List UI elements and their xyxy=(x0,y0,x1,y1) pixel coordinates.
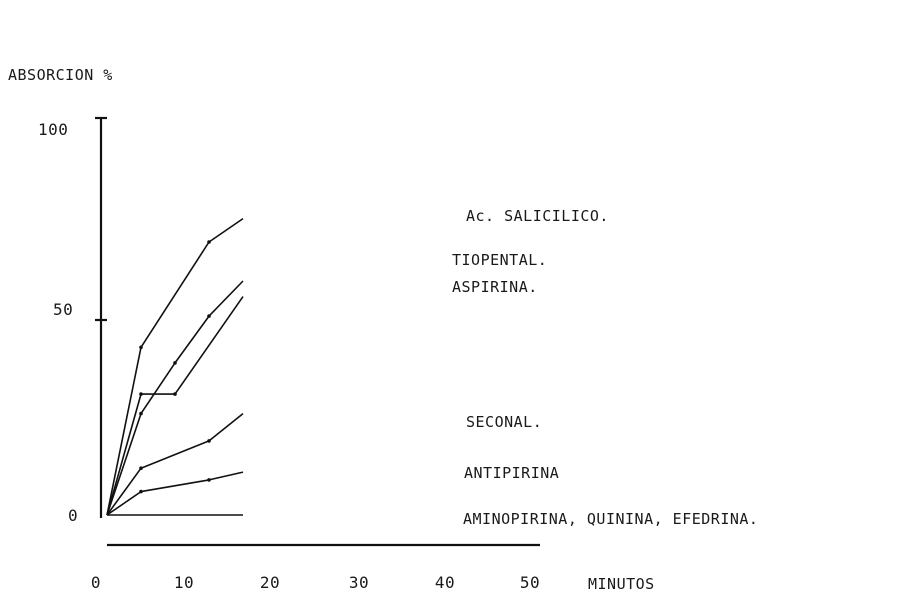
x-tick-label: 20 xyxy=(260,573,280,592)
series-label-3: ASPIRINA. xyxy=(452,278,538,296)
series-line-5 xyxy=(106,471,244,516)
series-line-1 xyxy=(106,217,244,516)
y-tick-label: 50 xyxy=(53,300,73,319)
x-tick-label: 10 xyxy=(174,573,194,592)
series-line-3 xyxy=(106,296,244,516)
series-labels: Ac. SALICILICO. TIOPENTAL. ASPIRINA. SECONA… xyxy=(452,207,758,528)
data-point xyxy=(139,466,143,471)
data-point xyxy=(139,489,143,494)
data-point xyxy=(139,411,143,416)
series-label-4: SECONAL. xyxy=(466,413,542,431)
series-label-6: AMINOPIRINA, QUININA, EFEDRINA. xyxy=(463,510,758,528)
x-tick-label: 40 xyxy=(435,573,455,592)
y-tick-label: 100 xyxy=(38,120,68,139)
series-label-1: Ac. SALICILICO. xyxy=(466,207,609,225)
data-point xyxy=(139,345,143,350)
series-line-4 xyxy=(106,412,244,516)
x-tick-label: 0 xyxy=(91,573,101,592)
series-label-2: TIOPENTAL. xyxy=(452,251,547,269)
x-tick-label: 50 xyxy=(520,573,540,592)
y-tick-label: 0 xyxy=(68,506,78,525)
series-label-5: ANTIPIRINA xyxy=(464,464,559,482)
data-point xyxy=(207,240,211,244)
series-lines xyxy=(106,217,244,516)
data-point xyxy=(173,361,177,365)
data-point xyxy=(173,392,177,396)
data-point xyxy=(207,478,211,482)
data-point xyxy=(139,392,143,396)
y-axis-label: ABSORCION % xyxy=(8,66,113,84)
tick-labels: 0 10 20 30 40 50 0 50 100 xyxy=(38,120,540,592)
series-line-2 xyxy=(106,280,244,516)
data-point xyxy=(207,439,211,443)
axes xyxy=(95,116,540,547)
x-tick-label: 30 xyxy=(349,573,369,592)
data-point xyxy=(207,314,211,318)
x-axis-label: MINUTOS xyxy=(588,575,655,593)
